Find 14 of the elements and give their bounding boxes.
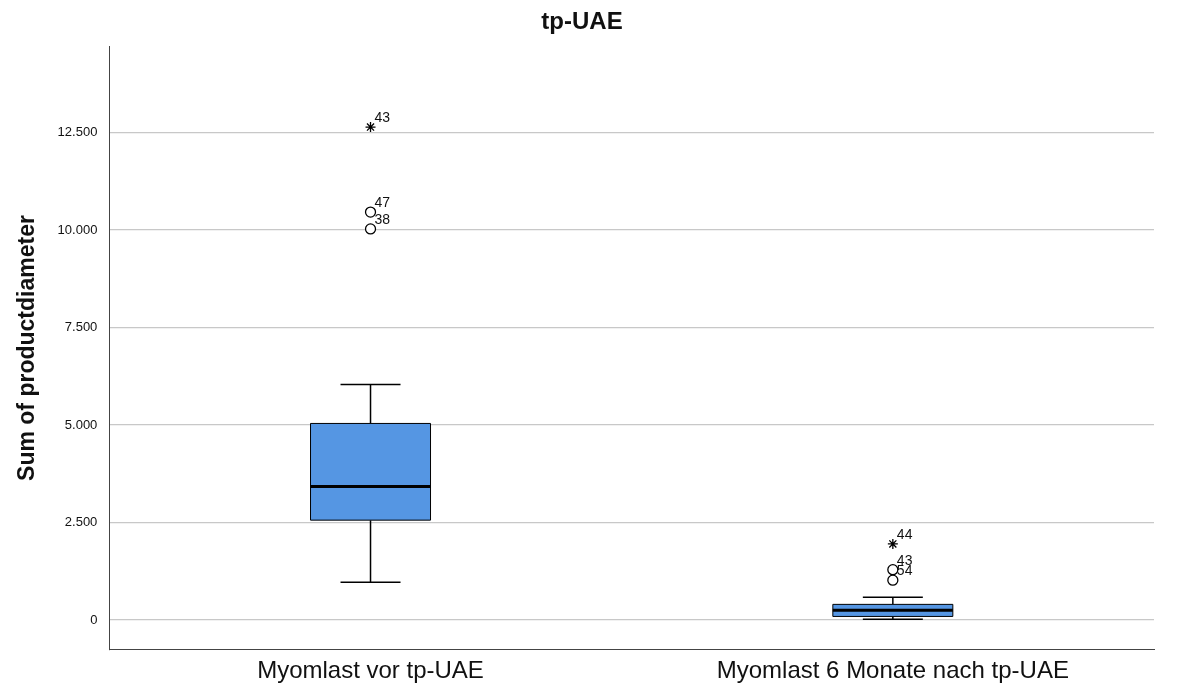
y-tick-label: 5.000 [64,416,98,432]
annotation: 43 [374,108,391,125]
y-axis-title: Sum of productdiameter [13,215,40,481]
x-tick-label: Myomlast vor tp-UAE [257,656,484,684]
y-tick-label: 10.000 [57,221,98,237]
y-tick-label: 12.500 [57,124,98,140]
x-tick-label: Myomlast 6 Monate nach tp-UAE [716,656,1069,684]
y-tick-label: 0 [90,611,98,627]
y-tick-label: 2.500 [64,514,98,530]
annotation: 47 [374,193,391,210]
chart-title: tp-UAE [541,7,623,35]
annotation: 44 [896,525,913,542]
annotation: 38 [374,210,391,227]
y-tick-label: 7.500 [64,319,98,335]
